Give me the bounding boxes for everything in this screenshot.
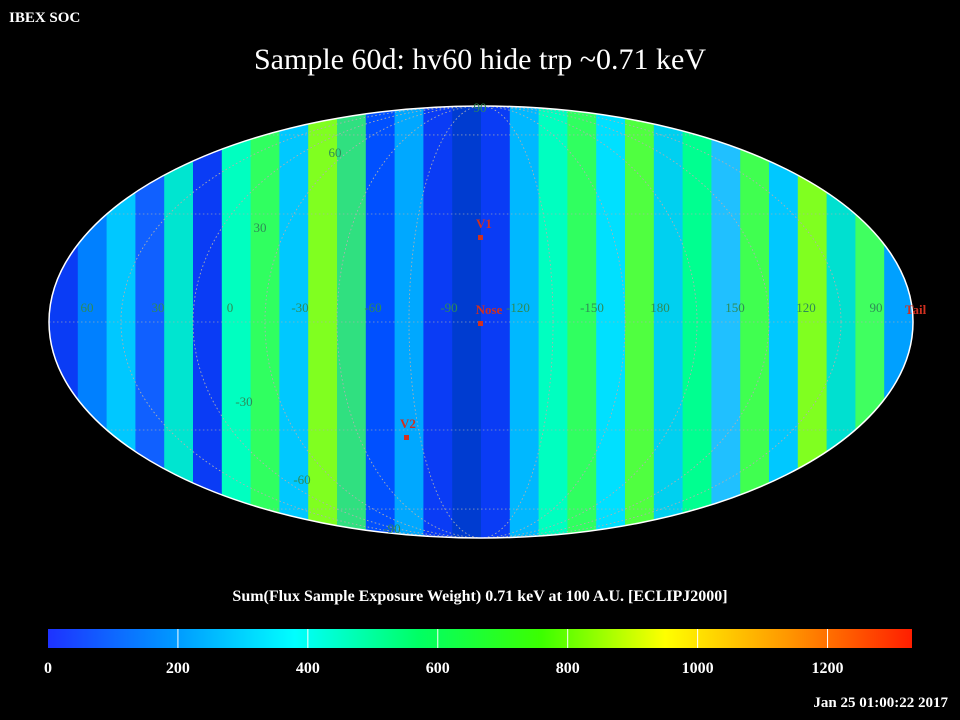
longitude-label: 60 — [81, 300, 94, 315]
colorbar-tick-label: 1200 — [811, 660, 844, 677]
timestamp: Jan 25 01:00:22 2017 — [813, 695, 948, 711]
marker-dot — [478, 235, 483, 240]
longitude-label: 120 — [796, 300, 816, 315]
longitude-label: -30 — [291, 300, 308, 315]
marker-label-nose: Nose — [476, 302, 503, 317]
colorbar-tick-label: 1000 — [681, 660, 714, 677]
latitude-label: 30 — [254, 220, 267, 235]
longitude-label: 180 — [650, 300, 670, 315]
marker-label-v2: V2 — [400, 416, 416, 431]
colorbar-dividers — [177, 629, 829, 648]
org-label: IBEX SOC — [9, 10, 81, 26]
map-markers: V1 Nose V2 Tail — [400, 216, 927, 440]
colorbar-title: Sum(Flux Sample Exposure Weight) 0.71 ke… — [232, 588, 728, 605]
colorbar-tick-label: 600 — [425, 660, 450, 677]
longitude-label: -60 — [364, 300, 381, 315]
longitude-label: -90 — [440, 300, 457, 315]
longitude-label: 0 — [227, 300, 234, 315]
longitude-label: 90 — [870, 300, 883, 315]
longitude-label: -120 — [506, 300, 530, 315]
colorbar-tick-label: 0 — [44, 660, 52, 677]
map-outline — [48, 105, 914, 539]
latitude-label: -30 — [235, 394, 252, 409]
marker-dot — [404, 435, 409, 440]
longitude-label: -150 — [580, 300, 604, 315]
latitude-label: 90 — [474, 100, 487, 115]
longitude-label: 150 — [725, 300, 745, 315]
colorbar-tick-label: 800 — [555, 660, 580, 677]
marker-label-v1: V1 — [476, 216, 492, 231]
colorbar-tick-label: 400 — [295, 660, 320, 677]
marker-label-tail: Tail — [905, 302, 927, 317]
colorbar-bar — [48, 629, 912, 648]
coordinate-grid — [49, 106, 913, 538]
grid-labels: 60 30 0 -30 -60 -90 -120 -150 180 150 120 90 90 60 30 -… — [81, 100, 883, 536]
longitude-label: 30 — [152, 300, 165, 315]
colorbar-tick-label: 200 — [165, 660, 190, 677]
map-title: Sample 60d: hv60 hide trp ~0.71 keV — [253, 43, 706, 76]
latitude-label: -60 — [293, 472, 310, 487]
marker-dot — [478, 321, 483, 326]
latitude-label: -90 — [383, 521, 400, 536]
latitude-label: 60 — [329, 145, 342, 160]
